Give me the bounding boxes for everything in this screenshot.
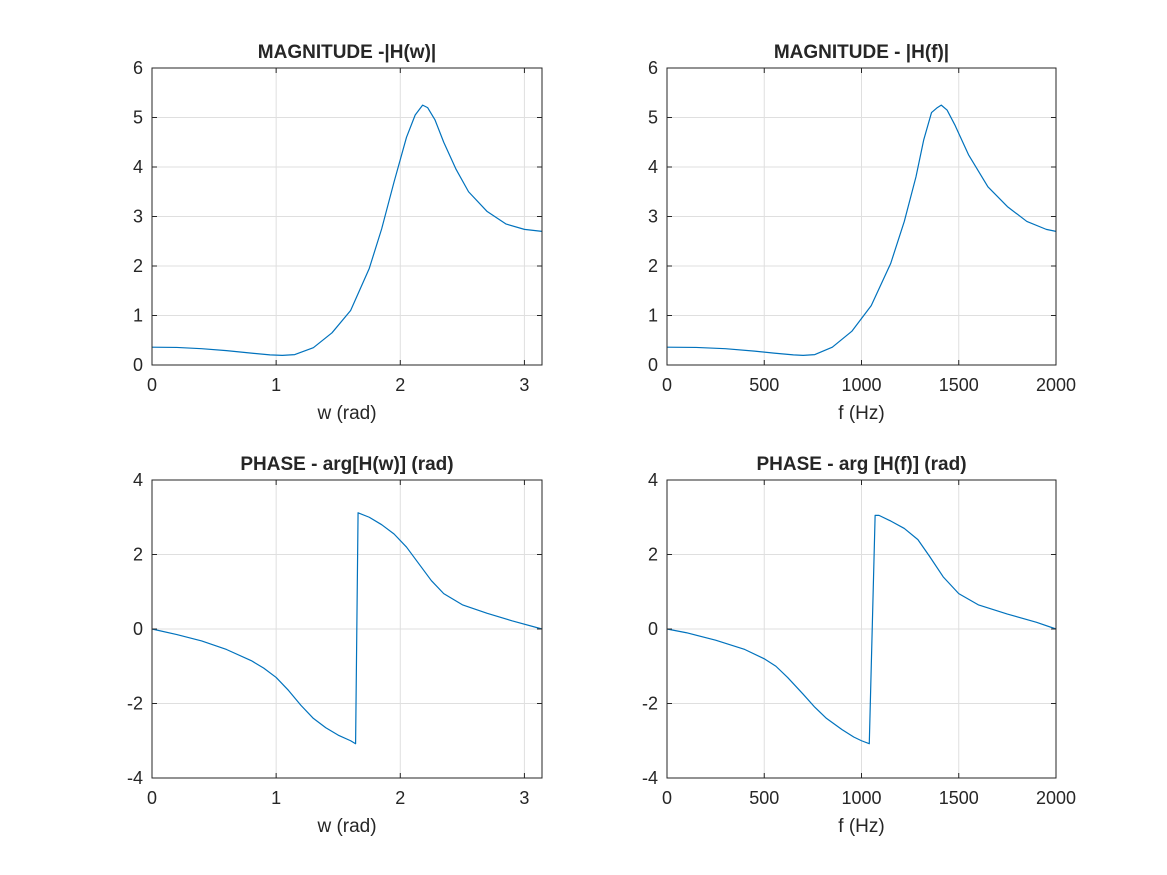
x-tick-label: 3 xyxy=(519,375,529,395)
chart-title: MAGNITUDE -|H(w)| xyxy=(258,42,436,63)
y-tick-label: 2 xyxy=(648,256,658,276)
y-tick-label: 5 xyxy=(648,108,658,128)
series-line xyxy=(151,512,543,745)
y-tick-label: -2 xyxy=(127,694,143,714)
x-tick-label: 1 xyxy=(271,375,281,395)
x-axis-label: f (Hz) xyxy=(838,403,884,424)
subplot-magnitude-f: 0 500 1000 1500 2000 0 1 2 3 4 5 6 MAGNITUDE - |H(f)… xyxy=(648,42,1076,424)
y-tick-label: 4 xyxy=(133,470,143,490)
chart-title: MAGNITUDE - |H(f)| xyxy=(774,42,949,63)
x-tick-label: 1500 xyxy=(939,375,979,395)
y-tick-label: 0 xyxy=(133,619,143,639)
chart-title: PHASE - arg[H(w)] (rad) xyxy=(240,454,453,475)
subplot-phase-w: 0 1 2 3 -4 -2 0 2 4 PHASE - arg[H(w)] (rad) w (rad… xyxy=(127,454,543,837)
x-tick-label: 0 xyxy=(662,788,672,808)
x-tick-label: 2 xyxy=(395,788,405,808)
x-tick-label: 1000 xyxy=(841,375,881,395)
y-tick-label: 2 xyxy=(133,256,143,276)
x-tick-label: 2000 xyxy=(1036,788,1076,808)
x-axis-label: w (rad) xyxy=(316,816,376,837)
x-tick-label: 0 xyxy=(147,375,157,395)
y-tick-label: 3 xyxy=(133,207,143,227)
y-tick-label: -2 xyxy=(642,694,658,714)
x-tick-label: 500 xyxy=(749,375,779,395)
y-tick-label: 1 xyxy=(133,306,143,326)
y-tick-label: 4 xyxy=(648,470,658,490)
y-tick-label: 3 xyxy=(648,207,658,227)
y-tick-label: 0 xyxy=(648,619,658,639)
x-tick-label: 500 xyxy=(749,788,779,808)
y-tick-label: 5 xyxy=(133,108,143,128)
y-tick-label: 4 xyxy=(648,157,658,177)
series-line xyxy=(666,104,1057,356)
x-tick-label: 1000 xyxy=(841,788,881,808)
chart-title: PHASE - arg [H(f)] (rad) xyxy=(756,454,966,475)
x-tick-label: 2 xyxy=(395,375,405,395)
series-line xyxy=(666,514,1057,745)
x-tick-label: 1 xyxy=(271,788,281,808)
series-line xyxy=(151,104,543,356)
y-tick-label: 6 xyxy=(648,58,658,78)
y-tick-label: 0 xyxy=(648,355,658,375)
x-tick-label: 0 xyxy=(662,375,672,395)
x-tick-label: 3 xyxy=(519,788,529,808)
y-tick-label: 0 xyxy=(133,355,143,375)
y-tick-label: 2 xyxy=(648,545,658,565)
y-tick-label: 1 xyxy=(648,306,658,326)
x-tick-label: 2000 xyxy=(1036,375,1076,395)
x-tick-label: 1500 xyxy=(939,788,979,808)
y-tick-label: 2 xyxy=(133,545,143,565)
x-axis-label: f (Hz) xyxy=(838,816,884,837)
subplot-magnitude-w: 0 1 2 3 0 1 2 3 4 5 6 MAGNITUDE -|H(w)| w (rad) xyxy=(133,42,543,424)
x-axis-label: w (rad) xyxy=(316,403,376,424)
x-tick-label: 0 xyxy=(147,788,157,808)
subplot-phase-f: 0 500 1000 1500 2000 -4 -2 0 2 4 PHASE - arg [H(f)… xyxy=(642,454,1076,837)
y-tick-label: -4 xyxy=(642,768,658,788)
y-tick-label: 6 xyxy=(133,58,143,78)
y-tick-label: -4 xyxy=(127,768,143,788)
y-tick-label: 4 xyxy=(133,157,143,177)
